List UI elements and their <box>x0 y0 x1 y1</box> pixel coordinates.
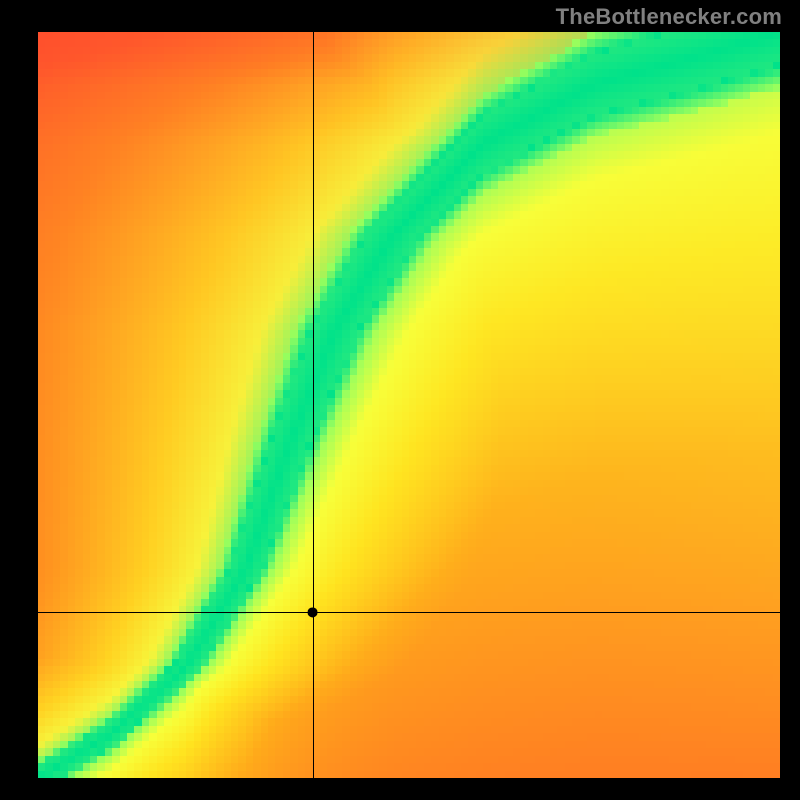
heatmap-plot <box>0 0 800 800</box>
watermark-text: TheBottlenecker.com <box>556 4 782 30</box>
